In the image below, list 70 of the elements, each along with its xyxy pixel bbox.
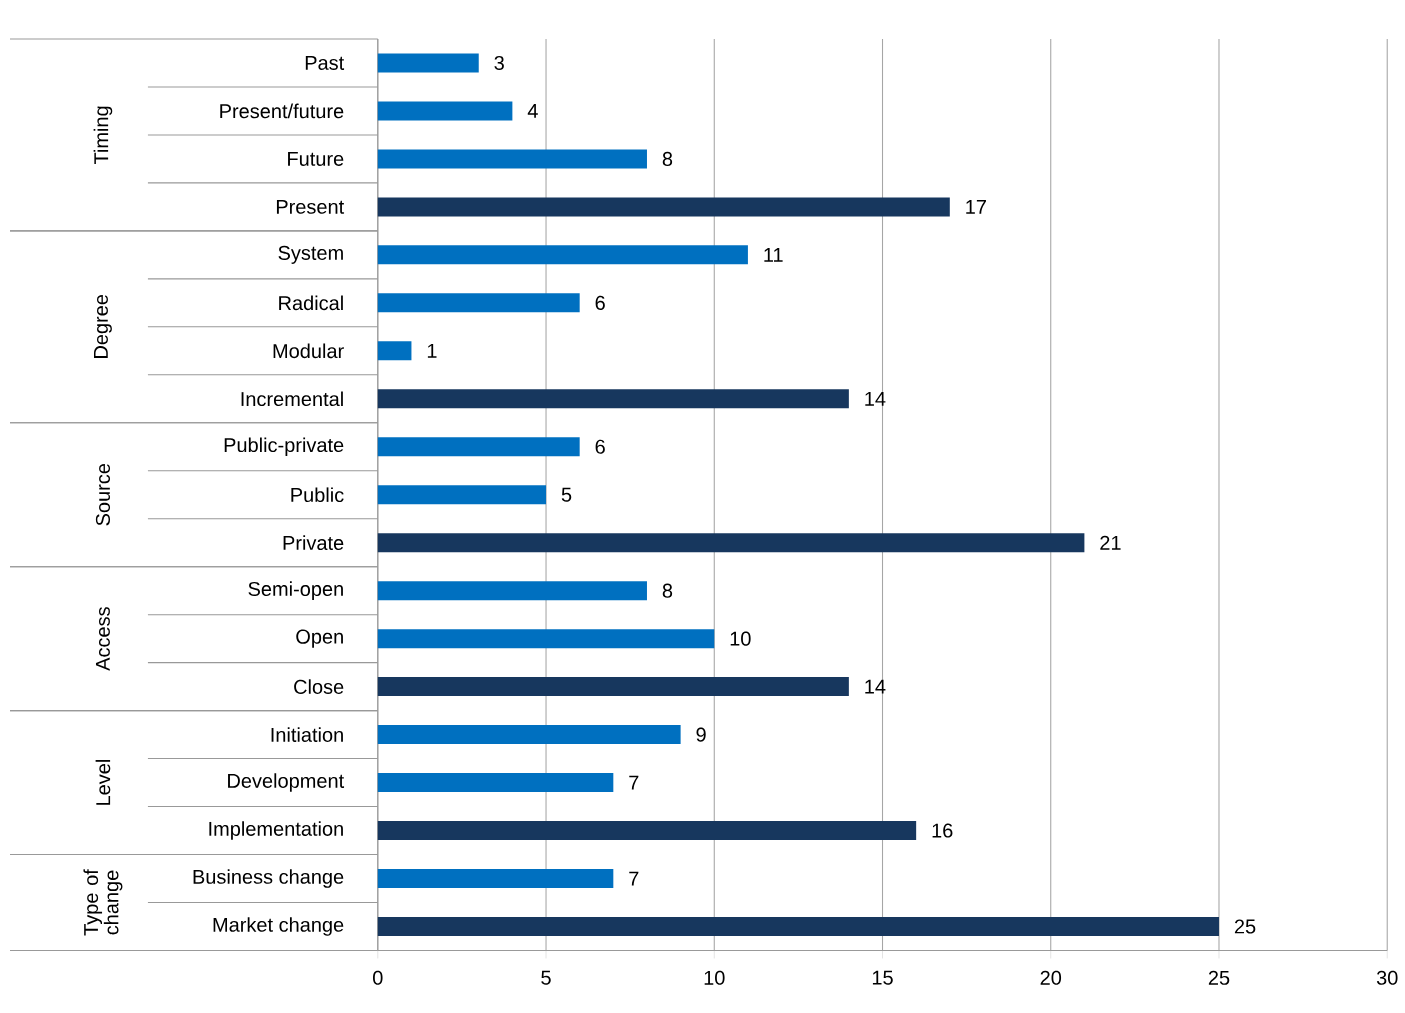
y-tick-label: Present/future xyxy=(220,103,344,119)
y-tick-label: Open xyxy=(296,629,343,648)
x-tick-label: 0 xyxy=(373,970,383,985)
bar xyxy=(377,868,614,888)
data-label: 7 xyxy=(629,871,639,886)
data-label: 6 xyxy=(595,439,605,454)
y-tick-label: Initiation xyxy=(271,727,343,742)
data-label: 11 xyxy=(764,247,783,262)
bar xyxy=(377,389,849,409)
bar xyxy=(377,820,917,840)
text: Access xyxy=(95,606,110,671)
bar xyxy=(377,341,412,361)
bar xyxy=(377,724,681,744)
x-tick-label: 25 xyxy=(1208,970,1230,985)
data-label: 21 xyxy=(1100,535,1121,550)
data-label: 1 xyxy=(427,343,437,358)
y-tick-label: Present xyxy=(276,199,345,214)
data-label: 25 xyxy=(1234,919,1256,934)
y-tick-label: Incremental xyxy=(241,391,343,406)
y-tick-label: Business change xyxy=(193,868,344,888)
y-tick-label: Private xyxy=(283,535,344,550)
bar xyxy=(377,53,479,73)
y-tick-label: Semi-open xyxy=(248,581,343,600)
y-tick-label: Public-private xyxy=(224,437,344,456)
x-tick-label: 15 xyxy=(872,970,893,985)
bar xyxy=(377,149,647,169)
bar xyxy=(377,437,580,457)
y-tick-label: Public xyxy=(291,487,344,502)
data-label: 8 xyxy=(662,583,673,598)
bar xyxy=(377,485,547,505)
bar xyxy=(377,245,748,265)
bar xyxy=(377,628,715,648)
data-label: 14 xyxy=(865,391,886,406)
y-tick-label: Radical xyxy=(279,295,343,310)
y-tick-label: Modular xyxy=(273,343,344,358)
bar xyxy=(377,197,950,217)
data-label: 9 xyxy=(696,727,706,742)
bar xyxy=(377,916,1219,936)
text: Degree xyxy=(94,294,112,358)
data-label: 4 xyxy=(527,103,538,118)
y-tick-label: Past xyxy=(305,55,345,70)
x-tick-label: 5 xyxy=(541,970,551,985)
data-label: 16 xyxy=(932,823,953,838)
text: Type of change xyxy=(83,868,123,936)
data-label: 3 xyxy=(494,55,504,70)
y-tick-label: Implementation xyxy=(209,821,343,840)
data-label: 14 xyxy=(865,679,886,694)
y-tick-label: Close xyxy=(294,679,344,694)
bar xyxy=(377,293,580,313)
bar xyxy=(377,101,513,121)
data-label: 7 xyxy=(629,775,639,790)
y-tick-label: Development xyxy=(228,773,345,792)
x-tick-label: 20 xyxy=(1040,970,1062,985)
bar xyxy=(377,533,1085,552)
bar xyxy=(377,676,849,696)
data-label: 6 xyxy=(595,295,605,310)
text: Source xyxy=(95,463,111,526)
text: Timing xyxy=(93,106,113,164)
data-label: 17 xyxy=(966,199,986,214)
bar xyxy=(377,772,614,792)
y-tick-label: System xyxy=(278,245,343,264)
data-label: 8 xyxy=(662,151,673,166)
x-tick-label: 30 xyxy=(1376,970,1398,985)
data-label: 10 xyxy=(730,631,751,646)
bar xyxy=(377,580,647,600)
y-tick-label: Future xyxy=(288,151,344,166)
data-label: 5 xyxy=(561,487,572,502)
text: Level xyxy=(95,759,111,805)
y-tick-label: Market change xyxy=(213,916,344,936)
x-tick-label: 10 xyxy=(704,970,725,985)
